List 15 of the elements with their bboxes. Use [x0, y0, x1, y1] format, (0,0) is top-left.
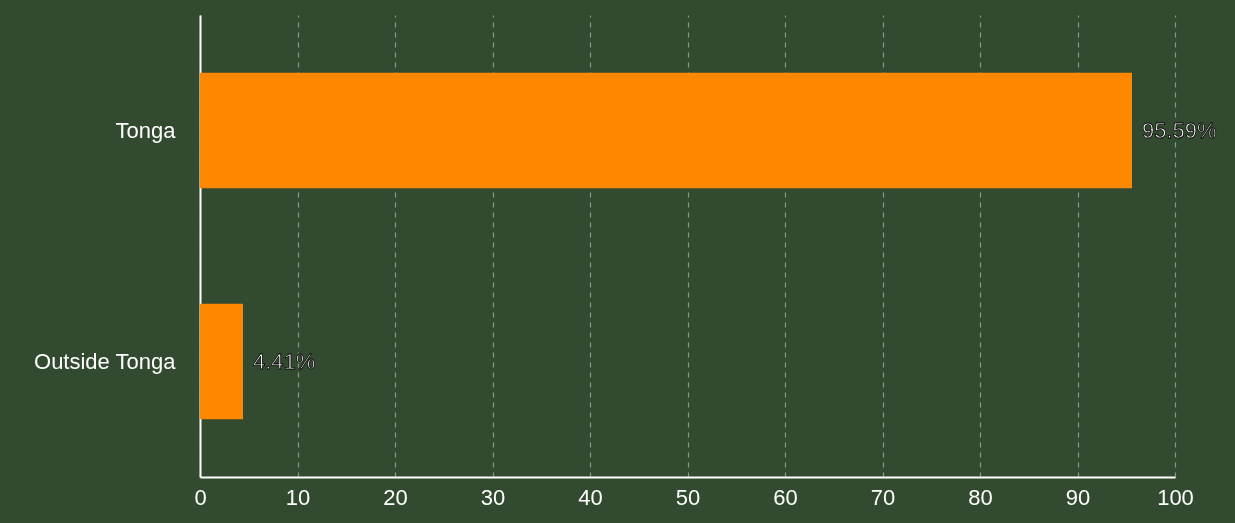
x-tick-label: 50 — [675, 484, 701, 510]
x-tick-label: 100 — [1157, 484, 1194, 510]
x-tick-label: 0 — [194, 484, 207, 510]
data-label: 95.59% — [1142, 117, 1217, 143]
x-tick-label: 40 — [578, 484, 603, 510]
x-tick-label: 10 — [285, 484, 311, 510]
y-tick-label: Tonga — [115, 117, 177, 143]
y-tick-label: Outside Tonga — [34, 348, 177, 374]
x-tick-label: 90 — [1065, 484, 1091, 510]
x-tick-label: 20 — [383, 484, 408, 510]
x-tick-label: 70 — [870, 484, 896, 510]
x-tick-label: 30 — [480, 484, 506, 510]
x-tick-label: 60 — [773, 484, 798, 510]
x-tick-label: 80 — [968, 484, 993, 510]
data-label: 4.41% — [253, 348, 316, 374]
